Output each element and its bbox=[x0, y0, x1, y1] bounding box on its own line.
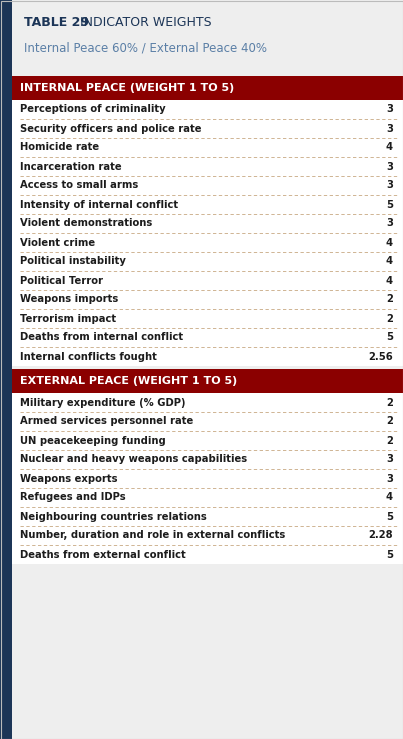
Text: Internal Peace 60% / External Peace 40%: Internal Peace 60% / External Peace 40% bbox=[24, 41, 267, 55]
Text: Weapons exports: Weapons exports bbox=[20, 474, 118, 483]
Bar bbox=[12, 431, 403, 450]
Text: 3: 3 bbox=[386, 219, 393, 228]
Bar bbox=[12, 0, 403, 72]
Bar bbox=[12, 309, 403, 328]
Text: INTERNAL PEACE (WEIGHT 1 TO 5): INTERNAL PEACE (WEIGHT 1 TO 5) bbox=[20, 83, 234, 93]
Text: Security officers and police rate: Security officers and police rate bbox=[20, 123, 202, 134]
Text: Access to small arms: Access to small arms bbox=[20, 180, 138, 191]
Bar bbox=[12, 195, 403, 214]
Bar bbox=[12, 469, 403, 488]
Text: EXTERNAL PEACE (WEIGHT 1 TO 5): EXTERNAL PEACE (WEIGHT 1 TO 5) bbox=[20, 376, 237, 386]
Text: Violent demonstrations: Violent demonstrations bbox=[20, 219, 152, 228]
Text: 4: 4 bbox=[386, 276, 393, 285]
Text: 3: 3 bbox=[386, 162, 393, 171]
Text: 3: 3 bbox=[386, 180, 393, 191]
Text: Deaths from external conflict: Deaths from external conflict bbox=[20, 550, 186, 559]
Bar bbox=[12, 526, 403, 545]
Bar bbox=[12, 347, 403, 366]
Bar bbox=[12, 450, 403, 469]
Bar bbox=[12, 214, 403, 233]
Text: Nuclear and heavy weapons capabilities: Nuclear and heavy weapons capabilities bbox=[20, 454, 247, 465]
Text: Number, duration and role in external conflicts: Number, duration and role in external co… bbox=[20, 531, 285, 540]
Text: 5: 5 bbox=[386, 511, 393, 522]
Bar bbox=[12, 393, 403, 412]
Text: Neighbouring countries relations: Neighbouring countries relations bbox=[20, 511, 207, 522]
Bar bbox=[0, 0, 12, 739]
Text: INDICATOR WEIGHTS: INDICATOR WEIGHTS bbox=[80, 16, 212, 29]
Bar bbox=[12, 369, 403, 393]
Text: Terrorism impact: Terrorism impact bbox=[20, 313, 116, 324]
Bar bbox=[12, 176, 403, 195]
Text: 2: 2 bbox=[386, 295, 393, 304]
Bar bbox=[12, 100, 403, 119]
Bar bbox=[12, 252, 403, 271]
Text: 3: 3 bbox=[386, 454, 393, 465]
Bar bbox=[12, 138, 403, 157]
Text: 3: 3 bbox=[386, 474, 393, 483]
Text: Political instability: Political instability bbox=[20, 256, 126, 267]
Text: 2: 2 bbox=[386, 417, 393, 426]
Text: 2: 2 bbox=[386, 398, 393, 407]
Text: 2: 2 bbox=[386, 313, 393, 324]
Text: UN peacekeeping funding: UN peacekeeping funding bbox=[20, 435, 166, 446]
Text: 5: 5 bbox=[386, 550, 393, 559]
Text: Internal conflicts fought: Internal conflicts fought bbox=[20, 352, 157, 361]
Bar bbox=[12, 328, 403, 347]
Bar bbox=[12, 412, 403, 431]
Text: Homicide rate: Homicide rate bbox=[20, 143, 99, 152]
Text: 2.56: 2.56 bbox=[368, 352, 393, 361]
Bar bbox=[12, 290, 403, 309]
Text: 4: 4 bbox=[386, 143, 393, 152]
Bar bbox=[12, 157, 403, 176]
Text: Violent crime: Violent crime bbox=[20, 237, 95, 248]
Text: 4: 4 bbox=[386, 256, 393, 267]
Text: Armed services personnel rate: Armed services personnel rate bbox=[20, 417, 193, 426]
Text: 2.28: 2.28 bbox=[368, 531, 393, 540]
Text: 5: 5 bbox=[386, 200, 393, 209]
Bar bbox=[12, 545, 403, 564]
Bar bbox=[12, 488, 403, 507]
Text: 3: 3 bbox=[386, 104, 393, 115]
Text: 5: 5 bbox=[386, 333, 393, 342]
Text: 3: 3 bbox=[386, 123, 393, 134]
Text: 4: 4 bbox=[386, 237, 393, 248]
Text: Political Terror: Political Terror bbox=[20, 276, 103, 285]
Text: 4: 4 bbox=[386, 492, 393, 503]
Text: Refugees and IDPs: Refugees and IDPs bbox=[20, 492, 126, 503]
Text: 2: 2 bbox=[386, 435, 393, 446]
Text: Weapons imports: Weapons imports bbox=[20, 295, 118, 304]
Text: Deaths from internal conflict: Deaths from internal conflict bbox=[20, 333, 183, 342]
Bar bbox=[12, 233, 403, 252]
Text: TABLE 29: TABLE 29 bbox=[24, 16, 89, 29]
Bar bbox=[12, 271, 403, 290]
Bar bbox=[12, 76, 403, 100]
Bar bbox=[12, 507, 403, 526]
Text: Intensity of internal conflict: Intensity of internal conflict bbox=[20, 200, 178, 209]
Bar bbox=[12, 119, 403, 138]
Text: Perceptions of criminality: Perceptions of criminality bbox=[20, 104, 166, 115]
Text: Military expenditure (% GDP): Military expenditure (% GDP) bbox=[20, 398, 185, 407]
Text: Incarceration rate: Incarceration rate bbox=[20, 162, 122, 171]
